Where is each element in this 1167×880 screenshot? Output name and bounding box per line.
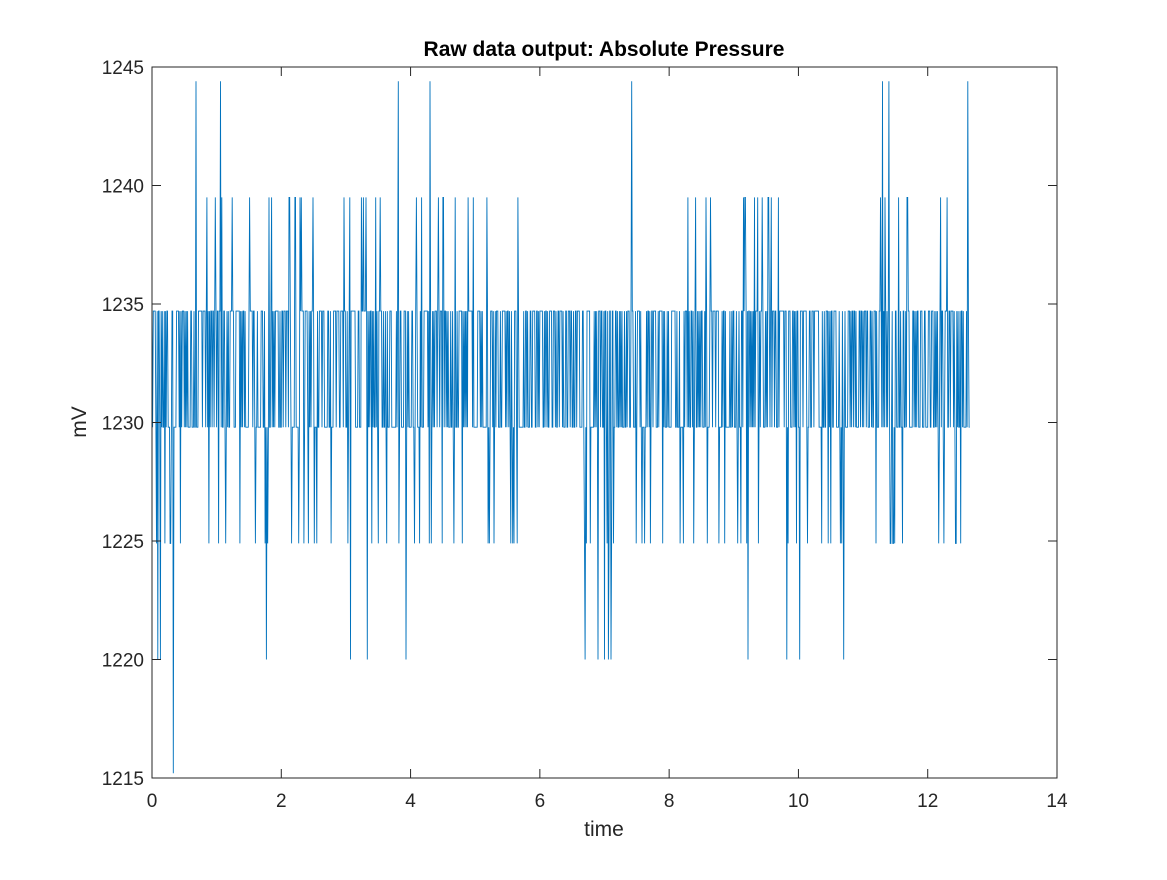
- y-tick-label: 1220: [102, 651, 144, 672]
- x-tick-label: 10: [788, 791, 809, 812]
- y-tick-label: 1215: [102, 769, 144, 790]
- x-axis-label: time: [584, 818, 624, 841]
- y-tick-label: 1230: [102, 414, 144, 435]
- x-tick-label: 12: [917, 791, 938, 812]
- series-line-pressure: [151, 81, 970, 774]
- x-tick-label: 14: [1046, 791, 1068, 812]
- y-axis-label: mV: [68, 406, 91, 438]
- x-tick-label: 4: [405, 791, 416, 812]
- y-tick-label: 1245: [102, 58, 144, 79]
- x-tick-label: 0: [147, 791, 158, 812]
- x-tick-label: 2: [276, 791, 287, 812]
- x-tick-label: 6: [535, 791, 546, 812]
- chart-title: Raw data output: Absolute Pressure: [424, 38, 785, 61]
- x-tick-label: 8: [664, 791, 675, 812]
- y-tick-label: 1235: [102, 295, 144, 316]
- series-layer: [151, 81, 970, 774]
- y-tick-label: 1240: [102, 177, 144, 198]
- y-tick-label: 1225: [102, 532, 144, 553]
- axes-box: [151, 66, 1058, 779]
- ticks-layer: 0 2 4 6 8 10 12 14 1215 1220 1225 1230 1235 1240 1245: [102, 58, 1068, 812]
